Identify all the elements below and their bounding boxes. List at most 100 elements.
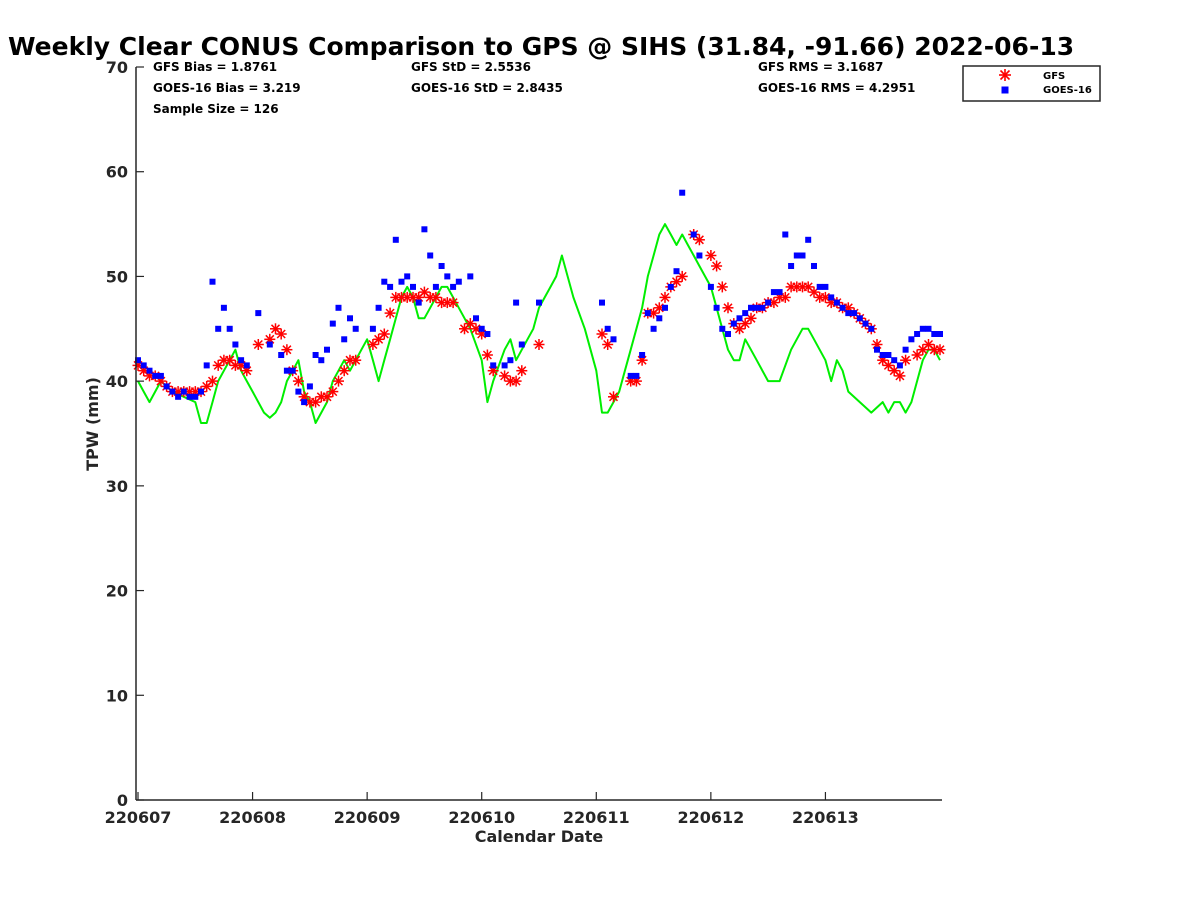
gfs-point [888,365,900,377]
goes-point [896,362,903,369]
gfs-bias-text: GFS Bias = 1.8761 [153,60,277,74]
goes-point [375,304,382,311]
goes-point [690,231,697,238]
goes-point [599,299,605,306]
goes-point [140,362,147,369]
goes-point [874,346,880,353]
goes-point [163,383,170,390]
goes-point [186,393,193,400]
gfs-point [384,307,396,319]
goes-point [432,283,439,290]
goes-point [633,372,640,379]
gfs-point [676,270,688,282]
goes-point [209,278,216,285]
goes-point [776,289,783,296]
goes-point [478,325,485,332]
goes-point [306,383,313,390]
gfs-point [596,328,608,340]
y-axis-label: TPW (mm) [83,377,102,471]
x-tick-label: 220613 [792,808,859,827]
goes-point [822,283,829,290]
goes-point [931,331,938,337]
goes-point [793,252,800,259]
y-tick-label: 30 [106,477,128,496]
goes-point [324,346,330,353]
gfs-point [734,323,745,335]
goes-point [289,367,296,374]
goes-point [398,278,405,285]
goes-point [799,252,806,259]
goes-point [455,278,462,285]
goes-point [152,372,159,379]
goes-point [782,231,789,238]
y-ticks: 0 10 20 30 40 50 60 70 [106,58,144,810]
goes-bias-text: GOES-16 Bias = 3.219 [153,81,301,95]
gfs-point [934,344,946,356]
x-tick-label: 220611 [563,808,630,827]
gfs-point [693,234,705,246]
goes-point [639,352,646,358]
goes-point [707,283,714,290]
plot-area [136,67,942,800]
goes-point [329,320,336,327]
goes-point [255,310,262,317]
gfs-point [510,375,522,387]
gfs-point [292,375,304,387]
goes-point [410,283,416,290]
goes-point [175,393,182,400]
goes-point [667,283,674,290]
goes-point [914,331,921,337]
gfs-point [378,328,390,340]
goes-point [301,399,308,406]
goes-point [347,315,353,322]
gfs-point [224,354,236,366]
goes-point [748,304,754,311]
gfs-point [900,354,912,366]
gfs-point [894,370,906,382]
goes-point [283,367,290,374]
goes-point [891,357,898,364]
goes-point [845,310,852,317]
gfs-point [705,250,717,261]
gfs-point [252,339,264,350]
sample-size-text: Sample Size = 126 [153,102,279,116]
goes-point [868,325,875,332]
goes-point [243,362,250,369]
goes-point [192,393,199,400]
gfs-point [882,359,894,371]
y-tick-label: 50 [106,267,128,286]
goes-point [604,325,611,332]
goes-point [404,273,411,280]
goes-point [518,341,525,348]
goes-point [450,283,457,290]
goes-point [220,304,227,311]
goes-point [536,299,542,306]
goes-point [473,315,479,322]
y-tick-label: 70 [106,58,128,77]
gfs-point [779,291,791,303]
gfs-point [207,375,218,387]
goes-point [696,252,703,259]
goes-point [788,263,795,269]
goes-point [146,367,153,374]
goes-point [730,320,737,327]
goes-point [805,236,812,243]
y-tick-label: 40 [106,372,128,391]
goes-point [427,252,434,259]
goes-point [839,304,846,311]
goes-point [885,352,892,358]
legend-goes-label: GOES-16 [1043,85,1092,96]
gfs-point [481,349,493,361]
gfs-point [653,302,665,314]
goes-point [753,304,760,311]
x-tick-label: 220608 [219,808,286,827]
goes-point [719,325,726,332]
goes-point [238,357,245,364]
goes-point [226,325,233,332]
goes-point [318,357,325,364]
y-tick-label: 20 [106,582,128,601]
goes-point [392,236,399,243]
goes-point [725,331,731,337]
chart-title: Weekly Clear CONUS Comparison to GPS @ S… [8,32,1074,61]
goes-point [335,304,342,311]
